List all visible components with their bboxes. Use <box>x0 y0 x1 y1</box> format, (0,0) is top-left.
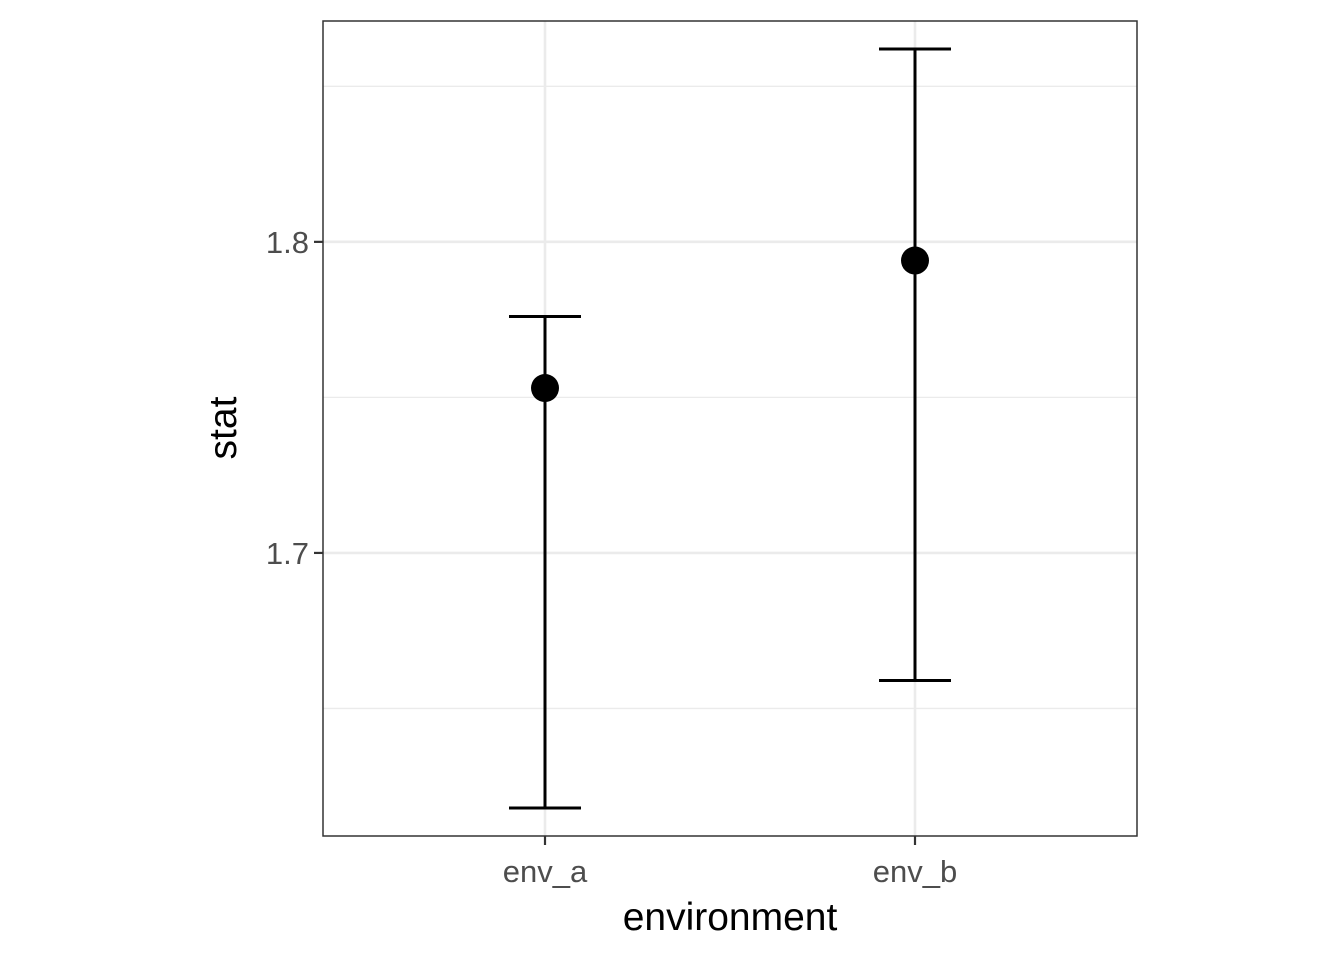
y-tick-label: 1.8 <box>266 225 309 260</box>
y-tick-label: 1.7 <box>266 536 309 571</box>
axes: 1.7 1.8 env_a env_b <box>266 225 957 889</box>
point-env_b <box>901 246 929 275</box>
panel-border <box>322 20 1138 837</box>
grid <box>323 21 1137 836</box>
point-env_a <box>531 374 559 403</box>
x-tick-label: env_b <box>873 854 957 889</box>
chart-marks <box>509 47 951 810</box>
x-axis-title: environment <box>623 896 838 939</box>
y-axis-title: stat <box>202 396 245 459</box>
x-tick-label: env_a <box>503 854 588 889</box>
